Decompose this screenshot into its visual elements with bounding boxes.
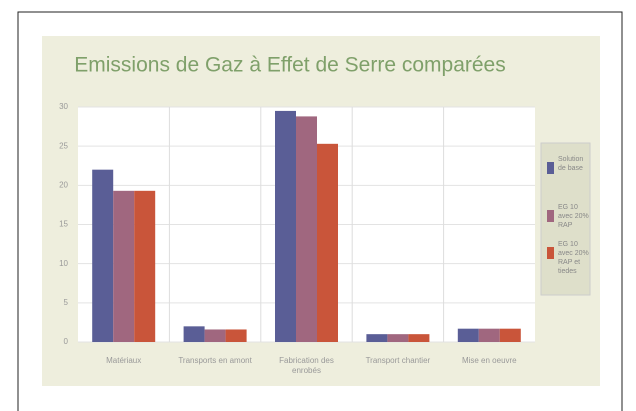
bar [92, 169, 114, 342]
y-tick-label: 30 [59, 102, 68, 111]
legend-swatch [547, 210, 554, 222]
bar [499, 328, 521, 342]
x-tick-label: Fabrication des enrobés [279, 356, 334, 375]
y-tick-label: 25 [59, 141, 68, 150]
y-tick-label: 5 [64, 298, 69, 307]
bar [457, 328, 479, 342]
x-tick-label: Transport chantier [365, 356, 431, 365]
legend-label: Solution de base [558, 156, 584, 172]
legend-label: EG 10 avec 20% RAP et tiedes [558, 241, 589, 275]
bar [366, 334, 388, 342]
y-tick-label: 15 [59, 220, 68, 229]
bar [478, 328, 500, 342]
bar [275, 110, 296, 343]
frame [17, 11, 623, 411]
y-tick-label: 0 [64, 337, 69, 346]
legend-label: EG 10 avec 20% RAP [558, 204, 589, 229]
x-tick-label: Matériaux [106, 356, 142, 365]
y-tick-label: 20 [59, 180, 68, 189]
bar [113, 190, 135, 342]
legend-swatch [547, 247, 554, 259]
bar [296, 116, 317, 343]
y-tick-label: 10 [59, 259, 68, 268]
x-tick-label: Mise en oeuvre [461, 356, 517, 365]
bar [387, 334, 409, 342]
bar [134, 190, 156, 342]
legend-swatch [547, 162, 554, 174]
legend-box [540, 142, 591, 296]
bar [408, 334, 430, 342]
bar [183, 326, 205, 342]
x-tick-label: Transports en amont [178, 356, 252, 365]
bar [317, 143, 338, 342]
bar [204, 329, 226, 342]
chart-title: Emissions de Gaz à Effet de Serre compar… [74, 54, 505, 77]
bar [225, 329, 247, 342]
